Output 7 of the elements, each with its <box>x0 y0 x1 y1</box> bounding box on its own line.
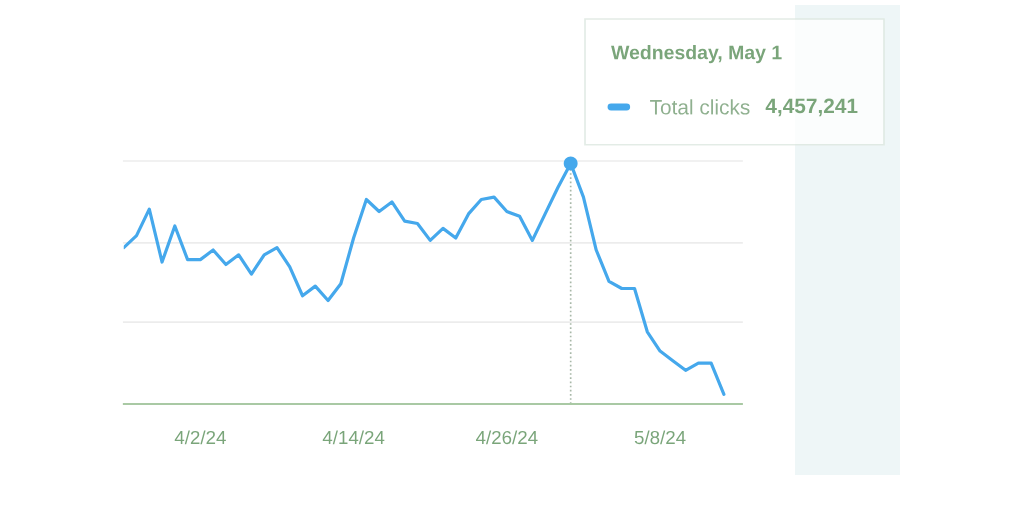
legend-title: Wednesday, May 1 <box>611 45 782 64</box>
text: 4,457,241 <box>765 98 858 117</box>
legend-label: Total clicks <box>650 99 750 115</box>
x-tick-label: 5/8/24 <box>634 430 686 445</box>
x-tick-label: 4/26/24 <box>475 430 538 445</box>
x-tick-label: 4/14/24 <box>322 430 385 445</box>
x-tick-label: 4/2/24 <box>174 430 226 445</box>
